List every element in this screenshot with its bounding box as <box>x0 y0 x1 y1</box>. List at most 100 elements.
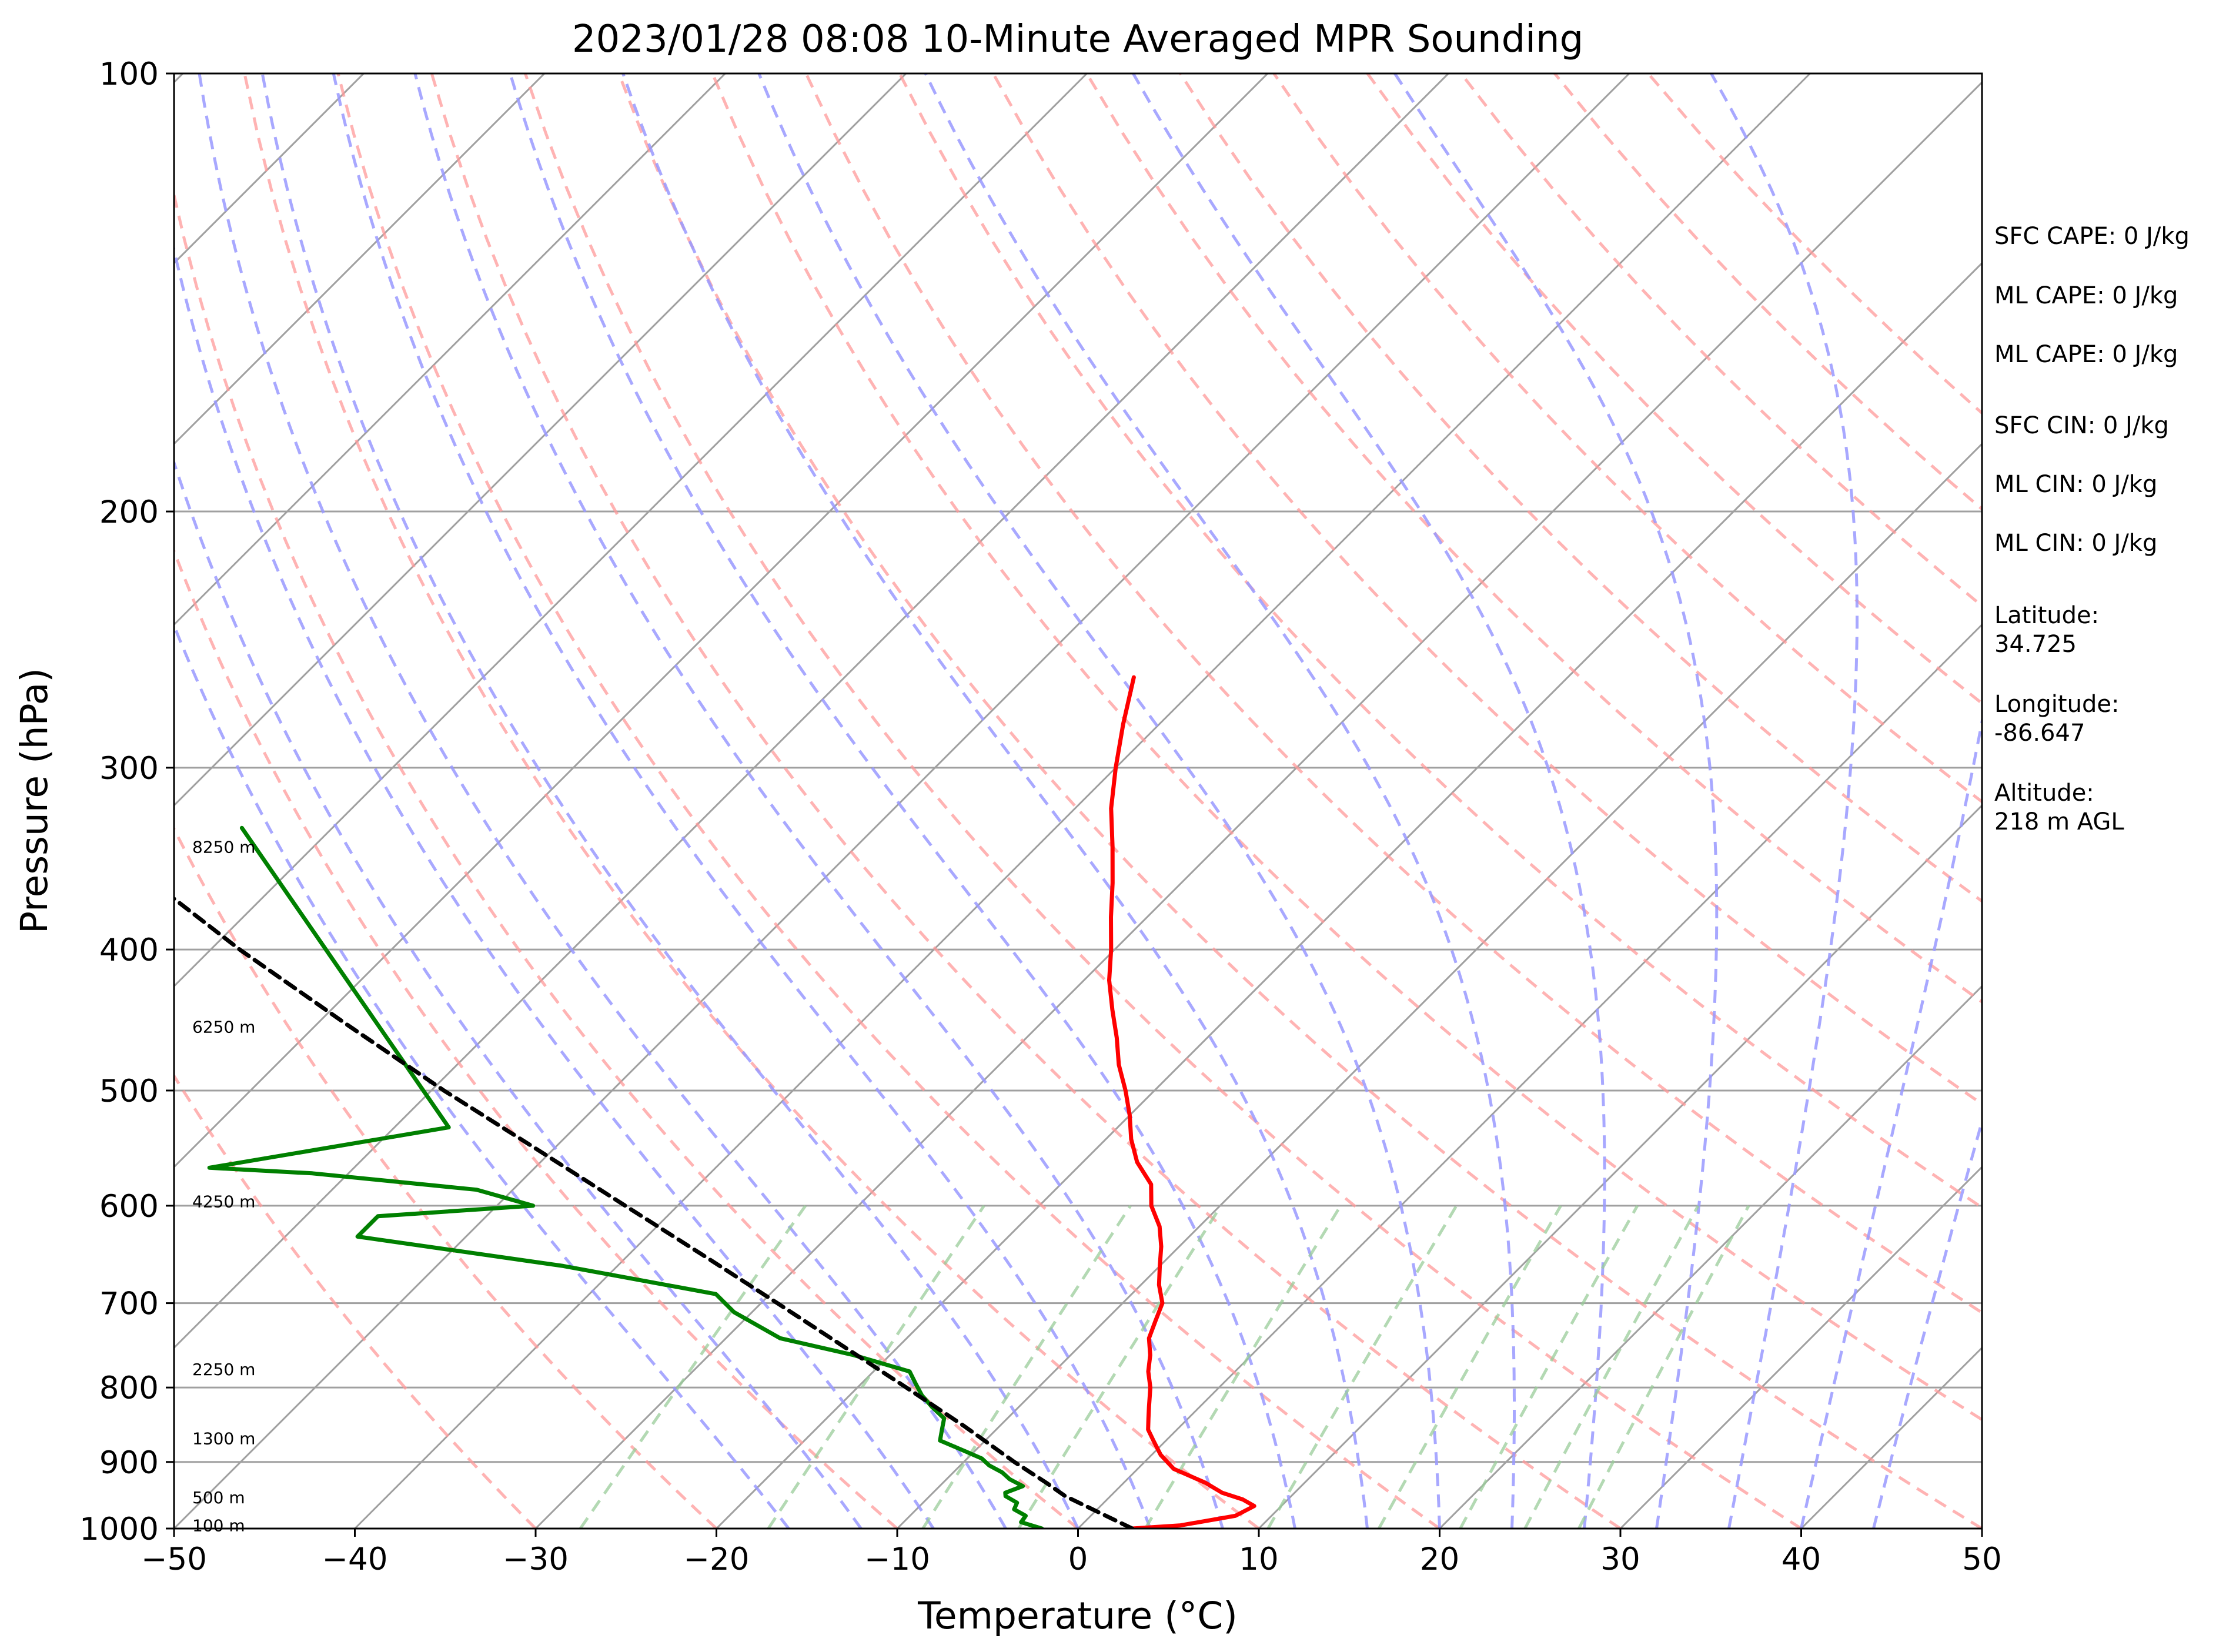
y-tick-label: 500 <box>99 1074 159 1109</box>
mixing-ratio-line <box>1017 1205 1222 1529</box>
isotherm-line <box>0 73 2 1529</box>
ml-cin-text-1: ML CIN: 0 J/kg <box>1994 471 2157 498</box>
dry-adiabat <box>174 547 898 1529</box>
isotherm-line <box>174 73 546 446</box>
x-tick-label: 40 <box>1782 1541 1821 1577</box>
ml-cape-text-1: ML CAPE: 0 J/kg <box>1994 282 2178 309</box>
moist-adiabat <box>198 73 1007 1529</box>
isotherm-line <box>1258 804 1982 1529</box>
moist-adiabat <box>174 243 935 1529</box>
longitude-label: Longitude: <box>1994 691 2119 718</box>
y-tick-label: 100 <box>99 56 159 92</box>
moist-adiabat <box>413 73 1224 1529</box>
parcel-profile <box>174 896 1135 1529</box>
x-tick-label: −40 <box>322 1541 388 1577</box>
y-axis-label: Pressure (hPa) <box>13 668 56 934</box>
height-label: 500 m <box>192 1488 245 1507</box>
ml-cape-text-2: ML CAPE: 0 J/kg <box>1994 341 2178 368</box>
dry-adiabat <box>804 73 1982 1315</box>
isotherm-line <box>354 73 1811 1529</box>
height-labels: 100 m 500 m 1300 m 2250 m 4250 m 6250 m 8250 m <box>192 837 255 1535</box>
mixing-ratio-line <box>1378 1205 1562 1529</box>
x-tick-label: −50 <box>141 1541 207 1577</box>
isotherm-line <box>174 73 1630 1529</box>
y-tick-label: 1000 <box>79 1511 159 1547</box>
dry-adiabat <box>898 73 1982 1209</box>
dry-adiabat <box>174 825 718 1529</box>
mixing-ratio-line <box>1523 1205 1700 1529</box>
x-axis-label: Temperature (°C) <box>917 1594 1238 1637</box>
dry-adiabat <box>524 73 1802 1529</box>
y-tick-label: 900 <box>99 1445 159 1481</box>
ml-cin-text-2: ML CIN: 0 J/kg <box>1994 530 2157 557</box>
moist-adiabat <box>174 621 790 1529</box>
plot-frame <box>173 72 1983 1530</box>
dry-adiabat <box>711 73 1982 1422</box>
height-label: 1300 m <box>192 1429 255 1449</box>
moist-adiabat <box>174 458 863 1529</box>
mixing-ratio-line <box>921 1205 1132 1529</box>
mixing-ratio-line <box>767 1205 985 1529</box>
mixing-ratio-line <box>1266 1205 1458 1529</box>
y-tick-label: 800 <box>99 1370 159 1406</box>
isotherm-line <box>1077 623 1982 1529</box>
background-lines <box>0 73 1982 1529</box>
height-label: 6250 m <box>192 1017 255 1036</box>
x-tick-label: 30 <box>1600 1541 1640 1577</box>
isotherm-line <box>896 442 1982 1529</box>
moist-adiabat <box>260 73 1079 1529</box>
y-tick-label: 700 <box>99 1286 159 1322</box>
dry-adiabat <box>336 73 1440 1529</box>
moist-adiabat <box>1872 1116 1982 1529</box>
altitude-value: 218 m AGL <box>1994 808 2124 835</box>
temperature-profile <box>1107 675 1256 1529</box>
x-tick-label: −30 <box>503 1541 569 1577</box>
latitude-label: Latitude: <box>1994 602 2099 629</box>
latitude-value: 34.725 <box>1994 631 2077 658</box>
isotherm-line <box>716 262 1982 1529</box>
isotherm-line <box>174 73 726 626</box>
axis-ticks: −50 −40 −30 −20 −10 0 10 20 30 40 50 100 200 300 400 50… <box>79 56 2002 1577</box>
isotherm-line <box>534 81 1982 1529</box>
y-tick-label: 200 <box>99 494 159 530</box>
x-tick-label: −10 <box>864 1541 930 1577</box>
moist-adiabat <box>1800 714 1982 1529</box>
x-tick-label: 0 <box>1068 1541 1088 1577</box>
x-tick-label: 20 <box>1420 1541 1459 1577</box>
dry-adiabat <box>430 73 1622 1529</box>
moist-adiabat <box>509 73 1296 1529</box>
moist-adiabat <box>1132 73 1606 1529</box>
height-label: 100 m <box>192 1516 245 1536</box>
isotherm-line <box>174 73 1449 1349</box>
mixing-ratio-line <box>1459 1205 1639 1529</box>
isotherm-line <box>174 73 1088 988</box>
mixing-ratio-line <box>1144 1205 1342 1529</box>
height-label: 4250 m <box>192 1192 255 1212</box>
mixing-ratio-line <box>1577 1205 1750 1529</box>
data-series <box>174 675 1256 1529</box>
chart-title: 2023/01/28 08:08 10-Minute Averaged MPR … <box>572 18 1583 61</box>
longitude-value: -86.647 <box>1994 720 2085 747</box>
moist-adiabat <box>332 73 1152 1529</box>
moist-adiabat <box>757 73 1441 1529</box>
x-tick-label: −20 <box>684 1541 750 1577</box>
y-tick-label: 600 <box>99 1189 159 1225</box>
height-label: 2250 m <box>192 1360 255 1379</box>
dry-adiabat <box>992 73 1982 1106</box>
dry-adiabat <box>1272 73 1982 804</box>
isotherm-line <box>1439 985 1982 1529</box>
sounding-parameters: SFC CAPE: 0 J/kg ML CAPE: 0 J/kg ML CAPE… <box>1994 223 2190 835</box>
dry-adiabat <box>617 73 1982 1529</box>
mixing-ratio-line <box>579 1205 807 1529</box>
height-label: 8250 m <box>192 837 255 857</box>
moist-adiabat <box>621 73 1369 1529</box>
y-tick-label: 400 <box>99 932 159 968</box>
dry-adiabat <box>243 73 1260 1529</box>
altitude-label: Altitude: <box>1994 780 2094 807</box>
moist-adiabat <box>1710 73 1859 1529</box>
dry-adiabat <box>174 1073 537 1529</box>
moist-adiabat <box>924 73 1516 1529</box>
isotherm-line <box>1619 1165 1982 1529</box>
isotherm-line <box>174 73 907 807</box>
